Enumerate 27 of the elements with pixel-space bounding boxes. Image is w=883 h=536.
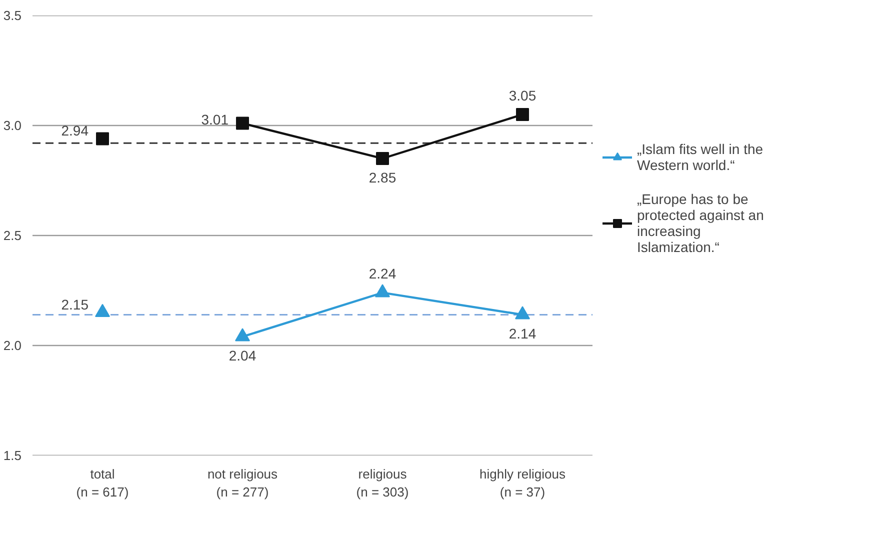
x-tick-label: religious (n = 303)	[356, 466, 409, 500]
y-tick-label: 3.5	[3, 8, 22, 23]
data-label: 2.15	[61, 296, 89, 312]
point	[96, 132, 109, 146]
y-tick-label: 2.0	[3, 338, 22, 353]
point	[236, 116, 249, 130]
data-label: 2.04	[228, 348, 256, 364]
data-label: 2.24	[368, 266, 396, 282]
legend-label: „Europe has to be protected against an increasing Islamization.“	[637, 191, 764, 255]
x-tick-label: total (n = 617)	[76, 466, 129, 500]
data-label: 2.85	[368, 170, 396, 186]
point	[376, 152, 389, 165]
legend-label: „Islam fits well in the Western world.“	[637, 141, 764, 173]
data-label: 2.14	[508, 326, 536, 342]
data-label: 2.94	[61, 122, 89, 139]
point	[95, 304, 110, 318]
y-tick-label: 2.5	[3, 228, 22, 243]
data-label: 3.05	[508, 88, 536, 104]
data-label: 3.01	[201, 111, 229, 128]
point	[516, 108, 529, 121]
x-tick-label: highly religious (n = 37)	[480, 466, 566, 500]
point	[515, 306, 530, 320]
x-tick-label: not religious (n = 277)	[207, 466, 278, 500]
y-tick-label: 3.0	[3, 118, 22, 133]
point	[375, 284, 390, 298]
y-tick-label: 1.5	[3, 448, 22, 463]
point	[235, 328, 250, 342]
